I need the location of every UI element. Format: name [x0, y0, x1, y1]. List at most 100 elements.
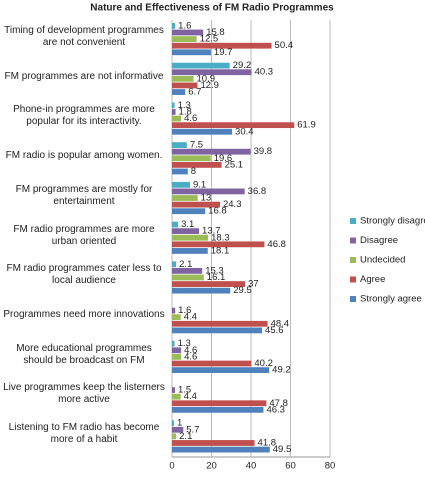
bar — [172, 228, 200, 235]
bar — [172, 281, 246, 287]
category-label: Phone-in programmes are more popular for… — [13, 104, 155, 128]
value-label: 1.3 — [178, 338, 191, 349]
bar — [172, 234, 209, 241]
value-label: 30.4 — [235, 126, 254, 137]
value-label: 40.2 — [254, 358, 273, 369]
value-label: 1.3 — [178, 100, 191, 111]
value-label: 47.8 — [269, 398, 288, 409]
bar — [172, 148, 251, 155]
value-label: 1.8 — [179, 106, 192, 117]
value-label: 18.3 — [211, 232, 230, 243]
bar — [172, 109, 176, 115]
bar — [172, 426, 184, 433]
value-label: 2.1 — [179, 431, 192, 442]
value-label: 4.4 — [184, 312, 197, 323]
bar — [172, 420, 174, 427]
value-label: 5.7 — [186, 424, 199, 435]
value-label: 46.3 — [266, 404, 285, 415]
value-label: 4.4 — [184, 391, 197, 402]
bar — [172, 29, 204, 36]
category-label: FM programmes are mostly for entertainme… — [15, 183, 153, 207]
bar — [172, 23, 176, 29]
value-label: 29.2 — [233, 60, 252, 71]
bar — [172, 320, 268, 327]
value-label: 40.3 — [255, 67, 274, 78]
value-label: 1.6 — [178, 20, 191, 31]
value-label: 4.6 — [184, 113, 197, 124]
bar — [172, 400, 267, 407]
value-label: 15.3 — [205, 265, 224, 276]
bar — [172, 142, 187, 148]
bar — [172, 161, 222, 168]
bar — [172, 446, 270, 453]
value-label: 19.7 — [214, 47, 233, 58]
legend-swatch — [350, 276, 356, 283]
bar — [172, 82, 198, 89]
value-label: 49.5 — [273, 444, 292, 455]
bar — [172, 314, 181, 321]
bar — [172, 36, 197, 42]
value-label: 16.8 — [208, 206, 227, 217]
value-label: 7.5 — [190, 140, 203, 151]
bar — [172, 49, 211, 56]
legend-swatch — [350, 218, 356, 224]
value-label: 48.4 — [271, 318, 290, 329]
value-label: 39.8 — [254, 146, 272, 157]
bar — [172, 267, 203, 274]
value-label: 1.6 — [178, 305, 191, 316]
legend-label: Undecided — [360, 255, 405, 266]
bar — [172, 347, 182, 354]
category-label: Listening to FM radio has become more of… — [8, 422, 160, 446]
bar — [172, 440, 255, 446]
bar — [172, 340, 175, 347]
bar — [172, 122, 295, 129]
value-label: 6.7 — [188, 87, 201, 98]
value-label: 50.4 — [275, 40, 294, 51]
bar — [172, 115, 182, 122]
value-label: 4.6 — [184, 351, 197, 362]
value-label: 25.1 — [225, 159, 244, 170]
value-label: 2.1 — [179, 259, 192, 270]
value-label: 29.5 — [233, 285, 252, 296]
bar — [172, 327, 263, 334]
bar — [172, 354, 182, 360]
bar — [172, 360, 252, 367]
legend-label: Disagree — [360, 235, 398, 246]
bar — [172, 393, 181, 400]
bar — [172, 221, 179, 228]
bar — [172, 69, 252, 76]
bar — [172, 62, 230, 69]
category-label: FM programmes are not informative — [4, 70, 164, 82]
value-label: 45.6 — [265, 325, 284, 336]
bar — [172, 42, 272, 49]
category-label: Timing of development programmes are not… — [4, 24, 164, 48]
category-label: FM radio programmes are more urban orien… — [13, 223, 155, 247]
chart-title: Nature and Effectiveness of FM Radio Pro… — [90, 3, 334, 14]
value-label: 37 — [248, 279, 259, 290]
legend-swatch — [350, 237, 356, 244]
x-tick-label: 20 — [206, 461, 217, 472]
value-label: 46.8 — [267, 239, 286, 250]
value-label: 4.6 — [184, 345, 197, 356]
x-tick-label: 0 — [169, 461, 174, 472]
bar — [172, 89, 186, 95]
category-label: FM radio is popular among women. — [5, 150, 163, 162]
value-label: 10.9 — [197, 73, 216, 84]
value-label: 13 — [201, 193, 212, 204]
bar — [172, 406, 264, 413]
legend-swatch — [350, 296, 356, 302]
bar — [172, 274, 204, 281]
bar — [172, 433, 177, 440]
category-label: FM radio programmes cater less to local … — [6, 263, 162, 287]
bar — [172, 168, 188, 175]
x-tick-label: 80 — [325, 461, 336, 472]
value-label: 9.1 — [193, 179, 206, 190]
bar — [172, 241, 265, 248]
bar — [172, 208, 206, 215]
value-label: 16.1 — [207, 272, 226, 283]
category-label: More educational programmes should be br… — [16, 342, 152, 366]
legend-label: Strongly agree — [360, 294, 422, 305]
value-label: 12.9 — [200, 80, 219, 91]
x-tick-label: 60 — [285, 461, 296, 472]
value-label: 12.5 — [200, 34, 219, 45]
